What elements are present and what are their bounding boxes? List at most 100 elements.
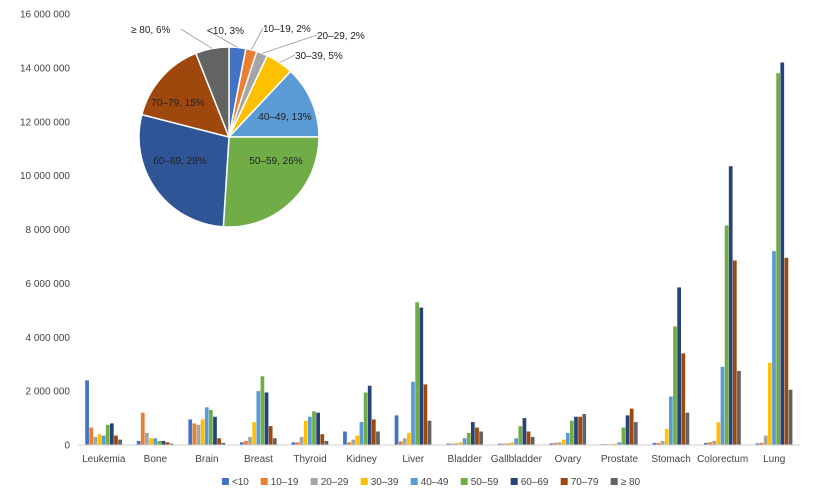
- bar: [85, 380, 89, 445]
- x-tick-label: Breast: [244, 454, 273, 465]
- bar: [479, 431, 483, 445]
- bar: [204, 407, 209, 445]
- bar-series: [85, 62, 793, 446]
- legend-label: 50–59: [471, 477, 499, 488]
- y-tick-label: 0: [64, 441, 70, 452]
- bar: [165, 442, 170, 445]
- bar: [530, 436, 535, 445]
- bar: [629, 408, 634, 445]
- bar: [565, 432, 570, 445]
- bar: [514, 438, 519, 445]
- bar: [272, 438, 277, 445]
- pie-slice: [227, 70, 320, 138]
- x-tick-label: Ovary: [555, 454, 582, 465]
- bar: [518, 426, 523, 445]
- pie-slice-label: ≥ 80, 6%: [131, 25, 171, 36]
- legend-label: 20–29: [321, 477, 349, 488]
- x-tick-label: Kidney: [346, 454, 377, 465]
- pie-slice-label: 10–19, 2%: [263, 24, 311, 35]
- bar: [97, 434, 102, 445]
- bar: [768, 362, 772, 445]
- x-tick-label: Thyroid: [293, 454, 326, 465]
- bar: [376, 431, 380, 445]
- pie-slice-label: 50–59, 26%: [249, 156, 302, 167]
- x-tick-label: Colorectum: [697, 454, 748, 465]
- bar: [136, 440, 141, 445]
- bar: [324, 440, 329, 445]
- bar: [359, 422, 364, 445]
- bar: [652, 442, 657, 445]
- legend-label: 70–79: [571, 477, 599, 488]
- bar: [217, 438, 221, 445]
- bar: [784, 257, 789, 445]
- pie-slice: [140, 52, 231, 139]
- bar: [462, 438, 467, 445]
- bar: [109, 423, 114, 445]
- bar: [371, 419, 376, 445]
- bar: [704, 442, 708, 445]
- legend-swatch: [510, 478, 518, 485]
- bar: [526, 431, 531, 445]
- y-tick-label: 8 000 000: [26, 225, 71, 236]
- pie-slice-label: 60–69, 28%: [153, 156, 206, 167]
- bar: [252, 422, 257, 445]
- y-tick-label: 2 000 000: [26, 387, 71, 398]
- pie-slice-label: 40–49, 13%: [258, 112, 311, 123]
- y-axis: 0 2 000 000 4 000 000 6 000 000 8 000 000 10 …: [20, 10, 71, 452]
- bar: [256, 391, 261, 446]
- bar: [208, 409, 213, 445]
- bar: [343, 431, 347, 445]
- bar: [89, 427, 94, 445]
- bar: [716, 422, 721, 445]
- bar: [763, 435, 768, 445]
- bar: [260, 376, 265, 445]
- bar: [557, 442, 562, 445]
- bar: [101, 435, 106, 445]
- bar: [161, 440, 166, 445]
- legend-swatch: [610, 478, 618, 485]
- bar: [569, 420, 574, 445]
- bar: [299, 436, 304, 445]
- bar: [561, 439, 566, 445]
- bar: [673, 326, 677, 445]
- bar: [708, 442, 712, 445]
- bar: [446, 443, 450, 445]
- x-tick-label: Liver: [402, 454, 424, 465]
- bar: [497, 443, 502, 445]
- bar: [188, 419, 193, 445]
- bar: [114, 435, 118, 445]
- bar: [308, 416, 312, 445]
- bar: [720, 366, 725, 445]
- bar: [213, 416, 217, 445]
- bar: [780, 62, 785, 446]
- bar: [312, 411, 316, 445]
- bar: [394, 415, 399, 445]
- bar: [264, 392, 269, 445]
- bar: [355, 435, 360, 445]
- y-tick-label: 16 000 000: [20, 10, 70, 21]
- bar: [407, 432, 411, 445]
- bar: [677, 287, 681, 445]
- bar: [728, 166, 733, 445]
- bar: [140, 412, 145, 445]
- pie-slice: [194, 46, 230, 138]
- legend: <10 10–19 20–29 30–39 40–49 50–59 60–69 70–79 ≥ …: [221, 477, 641, 488]
- bar: [506, 443, 510, 445]
- legend-swatch: [310, 478, 318, 485]
- bar: [510, 442, 514, 445]
- bar: [664, 428, 669, 445]
- bar: [145, 432, 149, 445]
- bar: [153, 438, 158, 445]
- pie-leader-line: [251, 27, 264, 51]
- bar: [351, 439, 356, 445]
- x-tick-label: Lung: [763, 454, 785, 465]
- legend-label: 40–49: [421, 477, 449, 488]
- y-tick-label: 6 000 000: [26, 279, 71, 290]
- bar: [582, 414, 587, 445]
- bar: [239, 442, 244, 445]
- pie-slice-label: <10, 3%: [207, 26, 244, 37]
- legend-swatch: [410, 478, 418, 485]
- bar: [295, 442, 300, 445]
- bar: [367, 385, 372, 445]
